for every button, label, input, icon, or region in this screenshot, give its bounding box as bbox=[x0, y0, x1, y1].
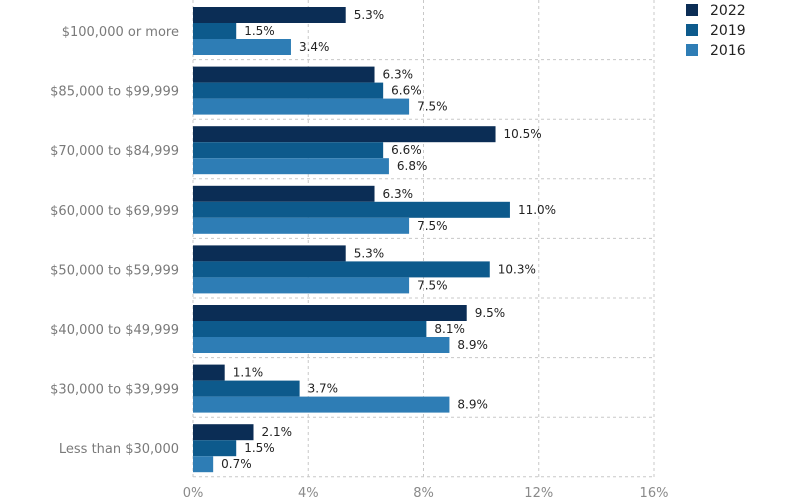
bar-2019 bbox=[193, 142, 384, 159]
data-label: 3.4% bbox=[299, 40, 330, 54]
bar-2022 bbox=[193, 185, 375, 202]
bar-2019 bbox=[193, 201, 510, 218]
data-label: 10.5% bbox=[504, 127, 542, 141]
bar-2022 bbox=[193, 7, 346, 23]
bar-2016 bbox=[193, 277, 410, 294]
bar-2019 bbox=[193, 82, 384, 99]
data-label: 6.6% bbox=[391, 84, 422, 98]
data-label: 7.5% bbox=[417, 219, 448, 233]
legend-label: 2019 bbox=[710, 23, 746, 39]
category-label: $60,000 to $69,999 bbox=[50, 204, 179, 219]
category-label: $100,000 or more bbox=[62, 25, 179, 40]
data-label: 6.8% bbox=[397, 159, 428, 173]
legend-swatch-2022 bbox=[686, 4, 698, 16]
bar-2022 bbox=[193, 245, 346, 262]
data-label: 1.1% bbox=[233, 366, 264, 380]
legend-swatch-2019 bbox=[686, 24, 698, 36]
x-tick-label: 4% bbox=[298, 486, 319, 500]
category-label: $85,000 to $99,999 bbox=[50, 85, 179, 100]
x-tick-label: 8% bbox=[413, 486, 434, 500]
data-label: 1.5% bbox=[244, 24, 275, 38]
x-tick-label: 16% bbox=[640, 486, 669, 500]
data-label: 7.5% bbox=[417, 100, 448, 114]
data-label: 0.7% bbox=[221, 457, 252, 471]
data-label: 6.6% bbox=[391, 143, 422, 157]
bar-2016 bbox=[193, 217, 410, 234]
data-label: 8.9% bbox=[457, 398, 488, 412]
bars bbox=[193, 7, 510, 473]
data-label: 10.3% bbox=[498, 262, 536, 276]
category-label: $30,000 to $39,999 bbox=[50, 383, 179, 398]
bar-2016 bbox=[193, 337, 450, 353]
bar-2016 bbox=[193, 39, 291, 55]
data-label: 11.0% bbox=[518, 203, 556, 217]
category-label: $50,000 to $59,999 bbox=[50, 263, 179, 278]
legend: 2022 2019 2016 bbox=[686, 3, 746, 59]
legend-label: 2022 bbox=[710, 3, 746, 19]
bar-2019 bbox=[193, 261, 490, 278]
data-label: 5.3% bbox=[354, 246, 385, 260]
bar-2019 bbox=[193, 23, 237, 39]
category-label: $40,000 to $49,999 bbox=[50, 323, 179, 338]
category-labels: $100,000 or more $85,000 to $99,999 $70,00… bbox=[50, 25, 179, 457]
data-label: 1.5% bbox=[244, 441, 275, 455]
bar-2016 bbox=[193, 98, 410, 115]
data-label: 5.3% bbox=[354, 8, 385, 22]
bar-2022 bbox=[193, 364, 225, 381]
bar-2016 bbox=[193, 396, 450, 413]
bar-2022 bbox=[193, 66, 375, 83]
legend-swatch-2016 bbox=[686, 44, 698, 56]
bar-2022 bbox=[193, 305, 467, 321]
data-label: 8.9% bbox=[457, 338, 488, 352]
data-label: 6.3% bbox=[383, 187, 414, 201]
category-label: Less than $30,000 bbox=[59, 442, 179, 457]
data-label: 9.5% bbox=[475, 306, 506, 320]
data-label: 2.1% bbox=[262, 425, 293, 439]
data-label: 8.1% bbox=[434, 322, 465, 336]
data-label: 3.7% bbox=[308, 382, 339, 396]
x-tick-label: 12% bbox=[524, 486, 553, 500]
bar-2019 bbox=[193, 440, 237, 457]
bar-2022 bbox=[193, 126, 496, 143]
data-label: 7.5% bbox=[417, 278, 448, 292]
bar-2016 bbox=[193, 158, 389, 175]
bar-2022 bbox=[193, 424, 254, 441]
x-axis-ticks: 0% 4% 8% 12% 16% bbox=[183, 486, 669, 500]
bar-2016 bbox=[193, 456, 214, 473]
category-label: $70,000 to $84,999 bbox=[50, 144, 179, 159]
legend-label: 2016 bbox=[710, 43, 746, 59]
bar-2019 bbox=[193, 321, 427, 337]
bar-2019 bbox=[193, 380, 300, 397]
data-label: 6.3% bbox=[383, 68, 414, 82]
x-tick-label: 0% bbox=[183, 486, 204, 500]
data-labels: 5.3% 1.5% 3.4% 6.3% 6.6% 7.5% 10.5% 6.6% 6.8% 6.3… bbox=[221, 8, 556, 471]
